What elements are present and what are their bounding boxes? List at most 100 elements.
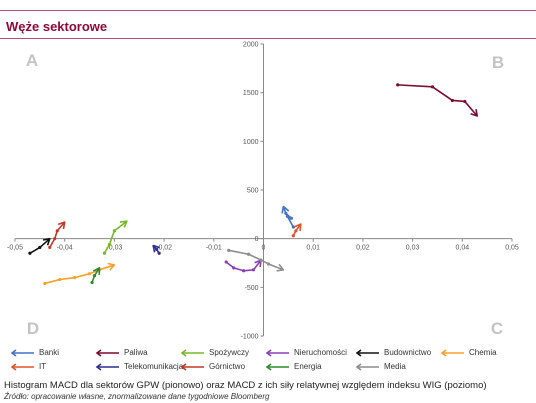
y-tick-label: -1000 (241, 334, 259, 341)
series-arrow-gornictwo (57, 221, 66, 230)
legend-item: Media (355, 362, 406, 371)
legend-item: Telekomunikacja (95, 362, 183, 371)
page-title: Węże sektorowe (6, 19, 108, 34)
legend-arrow-icon (180, 362, 204, 371)
series-point-media (246, 252, 251, 256)
series-point-chemia (43, 281, 47, 286)
series-point-gornictwo (55, 229, 59, 233)
legend-arrow-icon (180, 348, 204, 357)
legend-arrow-icon (265, 348, 289, 357)
x-tick-label: -0,01 (206, 245, 222, 252)
series-point-spozywczy (112, 229, 116, 233)
chart-source: Źródło: opracowanie własne, znormalizowa… (4, 392, 270, 401)
series-point-nieruchomosci (224, 260, 228, 264)
x-tick-label: 0,01 (306, 245, 320, 252)
series-point-gornictwo (48, 245, 52, 250)
series-point-banki (285, 214, 289, 218)
series-point-spozywczy (107, 242, 112, 247)
legend-arrow-icon (265, 362, 289, 371)
series-point-banki (289, 216, 293, 220)
legend-label: Energia (294, 362, 322, 371)
y-tick-label: 500 (247, 188, 259, 195)
x-tick-label: 0 (262, 245, 266, 252)
x-tick-label: -0,04 (57, 245, 73, 252)
series-point-telekomunikacja (157, 251, 161, 255)
series-point-media (266, 262, 271, 266)
x-tick-label: 0,05 (505, 245, 519, 252)
series-point-gornictwo (53, 237, 57, 241)
legend-arrow-icon (355, 362, 379, 371)
series-point-media (227, 248, 231, 252)
series-arrow-energia (92, 267, 101, 275)
title-rule (0, 38, 536, 39)
series-point-media (259, 258, 263, 262)
legend-label: Banki (39, 348, 60, 357)
legend-item: Banki (10, 348, 59, 357)
series-point-paliwa (463, 99, 467, 104)
quadrant-label-a: A (26, 51, 38, 70)
quadrant-label-d: D (27, 319, 39, 338)
series-arrow-budownictwo (42, 237, 51, 246)
legend-label: IT (39, 362, 47, 371)
y-tick-label: 2000 (243, 42, 259, 49)
series-point-paliwa (450, 98, 454, 103)
series-point-nieruchomosci (242, 269, 246, 273)
legend-item: Górnictwo (180, 362, 245, 371)
y-tick-label: -500 (244, 285, 258, 292)
legend-label: Budownictwo (384, 348, 432, 357)
series-line-gornictwo (49, 221, 66, 248)
legend-label: Górnictwo (209, 362, 246, 371)
series-point-paliwa (430, 85, 435, 89)
legend-arrow-icon (95, 362, 119, 371)
x-tick-label: -0,02 (156, 245, 172, 252)
series-line-chemia (44, 264, 115, 285)
series-line-spozywczy (103, 220, 128, 254)
legend-arrow-icon (10, 362, 34, 371)
x-tick-label: 0,02 (356, 245, 370, 252)
scatter-chart: -0,05 -0,04 -0,03 -0,02 -0,01 0 0,01 0,02 0,03 0,… (7, 42, 519, 341)
x-tick-label: -0,05 (7, 245, 23, 252)
series-point-budownictwo (28, 251, 32, 255)
legend-label: Nieruchomości (294, 348, 347, 357)
legend-item: Spożywczy (180, 348, 249, 357)
series-point-it (294, 229, 298, 233)
legend-label: Spożywczy (209, 348, 250, 357)
series-arrow-telekomunikacja (152, 244, 161, 253)
legend-item: IT (10, 362, 46, 371)
series-point-paliwa (396, 83, 400, 87)
legend-label: Paliwa (124, 348, 148, 357)
legend-item: Nieruchomości (265, 348, 347, 357)
x-tick-label: -0,03 (106, 245, 122, 252)
legend-label: Media (384, 362, 406, 371)
legend: Banki Paliwa Spożywczy Nieruchomości Budowni… (10, 348, 530, 382)
series-arrow-it (294, 223, 302, 232)
series-arrow-spozywczy (119, 220, 128, 228)
series-point-banki (291, 225, 295, 229)
x-tick-label: 0,03 (406, 245, 420, 252)
series-point-chemia (73, 276, 77, 280)
series-point-nieruchomosci (251, 268, 256, 272)
series-point-spozywczy (102, 251, 107, 255)
legend-item: Energia (265, 362, 322, 371)
series-arrow-paliwa (470, 109, 479, 117)
chart-caption: Histogram MACD dla sektorów GPW (pionowo… (4, 380, 487, 391)
legend-label: Telekomunikacja (124, 362, 184, 371)
y-tick-label: 0 (255, 236, 259, 243)
top-rule (0, 10, 536, 11)
legend-item: Chemia (440, 348, 497, 357)
series-point-nieruchomosci (232, 266, 236, 270)
series-arrow-media (276, 263, 285, 272)
y-tick-label: 1500 (243, 90, 259, 97)
quadrant-label-b: B (492, 53, 504, 72)
series-point-energia (92, 274, 97, 278)
x-tick-label: 0,04 (455, 245, 469, 252)
series-point-it (291, 234, 295, 238)
series-point-chemia (58, 277, 62, 282)
series-point-budownictwo (38, 245, 42, 250)
legend-arrow-icon (10, 348, 34, 357)
legend-item: Paliwa (95, 348, 148, 357)
series-point-chemia (87, 272, 92, 276)
legend-arrow-icon (355, 348, 379, 357)
series-arrow-chemia (107, 262, 116, 271)
series-arrow-banki (281, 205, 290, 214)
